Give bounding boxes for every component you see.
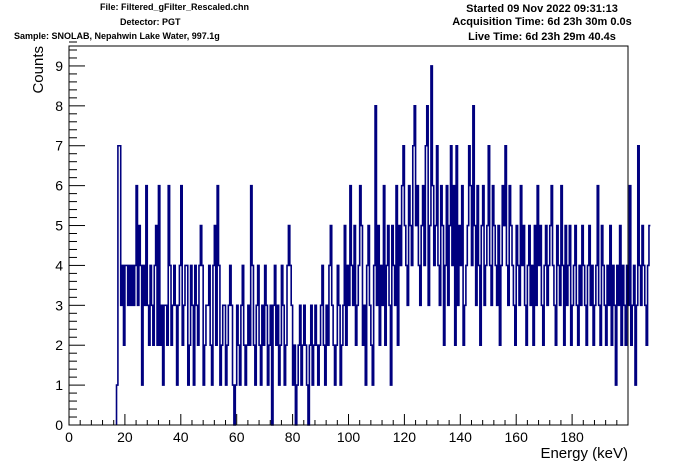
plot-frame xyxy=(68,45,629,426)
x-tick-label: 180 xyxy=(560,429,584,445)
x-tick-label: 100 xyxy=(337,429,361,445)
x-tick-label: 0 xyxy=(65,429,73,445)
x-tick-label: 60 xyxy=(229,429,245,445)
x-tick-label: 120 xyxy=(393,429,417,445)
x-tick-label: 20 xyxy=(117,429,133,445)
x-tick-label: 160 xyxy=(505,429,529,445)
live-time-label: Live Time: 6d 23h 29m 40.4s xyxy=(468,31,616,43)
y-tick-label: 1 xyxy=(55,377,63,393)
acquisition-time-label: Acquisition Time: 6d 23h 30m 0.0s xyxy=(452,16,632,28)
x-tick-label: 140 xyxy=(449,429,473,445)
file-name-label: File: Filtered_gFilter_Rescaled.chn xyxy=(100,2,250,12)
start-time-label: Started 09 Nov 2022 09:31:13 xyxy=(466,3,618,15)
y-tick-label: 2 xyxy=(55,337,63,353)
detector-label: Detector: PGT xyxy=(120,17,181,27)
y-tick-label: 6 xyxy=(55,178,63,194)
y-tick-label: 8 xyxy=(55,98,63,114)
y-tick-label: 0 xyxy=(55,417,63,433)
spectrum-series-line xyxy=(115,65,651,426)
y-tick-label: 4 xyxy=(55,257,63,273)
y-tick-label: 9 xyxy=(55,58,63,74)
x-tick-label: 40 xyxy=(173,429,189,445)
y-axis-title: Counts xyxy=(30,46,47,94)
x-axis-title: Energy (keV) xyxy=(540,445,628,462)
y-tick-label: 3 xyxy=(55,297,63,313)
sample-label: Sample: SNOLAB, Nepahwin Lake Water, 997… xyxy=(14,31,220,41)
y-tick-label: 5 xyxy=(55,218,63,234)
x-tick-label: 80 xyxy=(285,429,301,445)
y-tick-label: 7 xyxy=(55,138,63,154)
